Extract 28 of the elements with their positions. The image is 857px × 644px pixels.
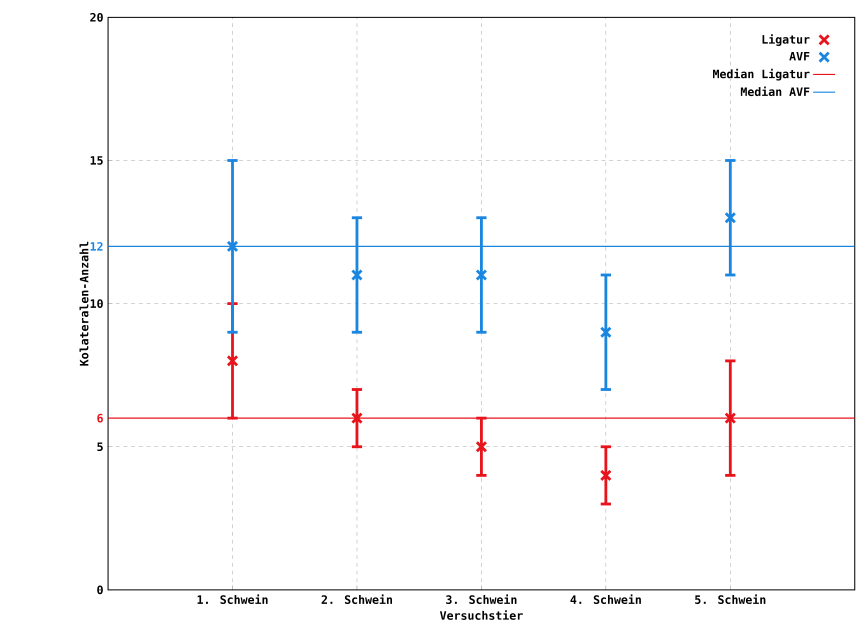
y-axis-title: Kolateralen-Anzahl xyxy=(80,242,88,366)
point xyxy=(724,212,736,224)
legend-label: Ligatur xyxy=(762,34,810,46)
point xyxy=(226,354,238,367)
x-axis-title: Versuchstier xyxy=(440,610,523,620)
y-tick-label: 15 xyxy=(90,156,103,165)
legend-label: Median AVF xyxy=(740,86,810,96)
point xyxy=(475,269,488,282)
point xyxy=(351,269,363,282)
legend-label: AVF xyxy=(789,52,810,60)
point xyxy=(724,412,736,424)
point xyxy=(475,440,488,453)
y-tick-label: 10 xyxy=(90,299,103,308)
point xyxy=(600,326,612,338)
y-tick-label: 0 xyxy=(97,586,103,594)
y-tick-label: 6 xyxy=(97,414,103,423)
y-tick-label: 5 xyxy=(97,442,103,452)
y-tick-label: 12 xyxy=(90,242,103,251)
point xyxy=(600,469,612,482)
x-tick-label: 2. Schwein xyxy=(322,594,392,604)
y-tick-label: 20 xyxy=(90,13,103,22)
legend-label: Median Ligatur xyxy=(713,68,810,81)
x-tick-label: 5. Schwein xyxy=(695,594,766,604)
x-tick-label: 3. Schwein xyxy=(446,594,516,604)
x-tick-label: 1. Schwein xyxy=(198,594,268,604)
point xyxy=(351,412,363,424)
x-tick-label: 4. Schwein xyxy=(570,594,641,604)
point xyxy=(226,240,238,252)
